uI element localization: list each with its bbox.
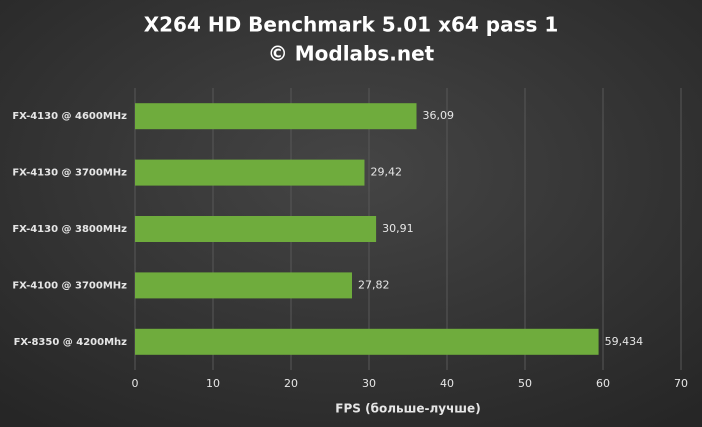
x-axis-label: FPS (больше-лучше) [335, 402, 480, 416]
x-tick-label: 50 [518, 377, 532, 390]
chart-title: X264 HD Benchmark 5.01 x64 pass 1 [144, 13, 559, 37]
x-tick-label: 30 [362, 377, 376, 390]
y-tick-label: FX-4130 @ 4600MHz [12, 111, 127, 122]
bar [135, 272, 352, 299]
x-tick-label: 70 [674, 377, 688, 390]
value-label: 29,42 [370, 166, 402, 179]
x-tick-label: 60 [596, 377, 610, 390]
value-label: 27,82 [358, 278, 390, 291]
x-tick-label: 40 [440, 377, 454, 390]
x-tick-label: 10 [206, 377, 220, 390]
y-tick-label: FX-8350 @ 4200Mhz [14, 337, 128, 348]
y-tick-label: FX-4130 @ 3700MHz [12, 168, 127, 179]
y-tick-label: FX-4130 @ 3800MHz [12, 224, 127, 235]
bar [135, 159, 365, 186]
bar [135, 328, 599, 355]
value-label: 36,09 [423, 109, 455, 122]
value-label: 30,91 [382, 222, 414, 235]
value-label: 59,434 [605, 335, 644, 348]
bar [135, 216, 377, 242]
x-tick-label: 0 [132, 377, 139, 390]
chart-subtitle: © Modlabs.net [268, 42, 435, 66]
bar [135, 103, 417, 130]
x-tick-label: 20 [284, 377, 298, 390]
y-tick-label: FX-4100 @ 3700MHz [12, 280, 127, 291]
